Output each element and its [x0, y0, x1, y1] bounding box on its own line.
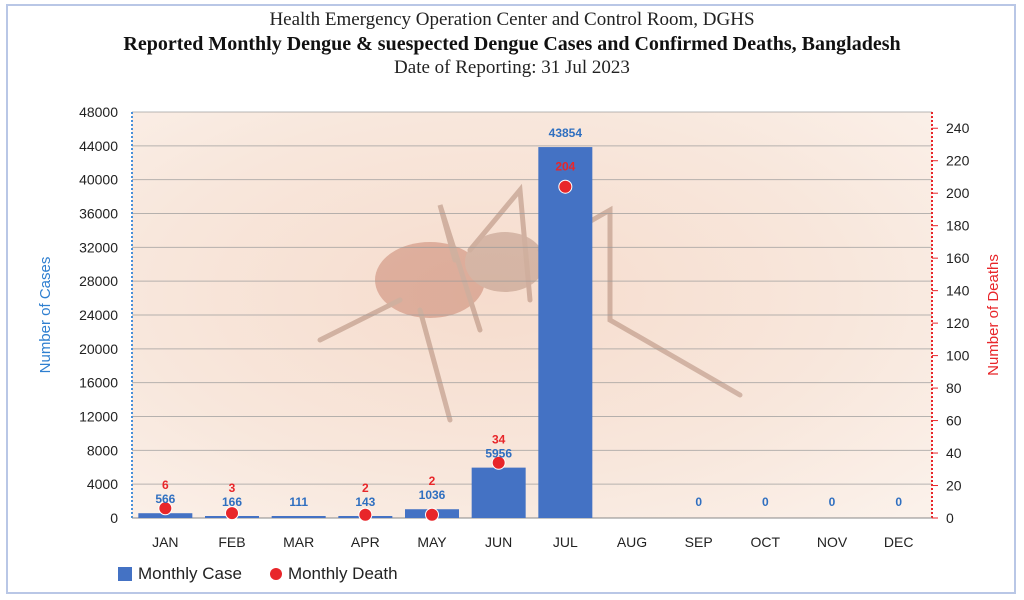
x-tick-label: MAR — [283, 534, 314, 550]
bar-data-label: 0 — [829, 495, 836, 509]
y-axis-title: Number of Cases — [37, 257, 54, 374]
bar-data-label: 0 — [695, 495, 702, 509]
y2-tick-label: 0 — [946, 510, 954, 526]
dot-data-label: 6 — [162, 478, 169, 492]
bar-data-label: 5956 — [485, 447, 512, 461]
chart-reporting-date: Date of Reporting: 31 Jul 2023 — [394, 57, 630, 78]
bar-monthly-case — [538, 147, 593, 519]
y2-tick-label: 220 — [946, 153, 970, 169]
y2-tick-label: 40 — [946, 445, 962, 461]
bar-data-label: 43854 — [549, 126, 583, 140]
y2-tick-label: 120 — [946, 315, 970, 331]
chart-org-title: Health Emergency Operation Center and Co… — [269, 9, 755, 30]
y2-axis-title: Number of Deaths — [985, 254, 1002, 376]
dot-data-label: 2 — [429, 474, 436, 488]
dot-data-label: 2 — [362, 481, 369, 495]
chart-legend: Monthly Case Monthly Death — [118, 564, 398, 584]
dot-monthly-death — [558, 179, 573, 194]
y2-tick-label: 160 — [946, 250, 970, 266]
dot-monthly-death — [491, 455, 506, 470]
y-tick-label: 32000 — [79, 239, 118, 255]
bar-data-label: 566 — [155, 492, 175, 506]
y2-tick-label: 140 — [946, 283, 970, 299]
y-tick-label: 20000 — [79, 341, 118, 357]
legend-label-monthly-death: Monthly Death — [287, 564, 398, 583]
x-tick-label: JUL — [553, 534, 578, 550]
x-tick-label: AUG — [617, 534, 647, 550]
dot-data-label: 3 — [229, 481, 236, 495]
x-tick-label: FEB — [218, 534, 245, 550]
x-tick-label: MAY — [417, 534, 447, 550]
x-tick-label: OCT — [751, 534, 781, 550]
y2-tick-label: 20 — [946, 478, 962, 494]
x-tick-label: APR — [351, 534, 380, 550]
y2-tick-label: 200 — [946, 185, 970, 201]
y-tick-label: 16000 — [79, 375, 118, 391]
dot-data-label: 204 — [555, 160, 575, 174]
legend-swatch-monthly-case — [118, 567, 132, 581]
y2-tick-label: 60 — [946, 413, 962, 429]
dot-data-label: 34 — [492, 433, 506, 447]
x-tick-label: SEP — [685, 534, 713, 550]
x-tick-label: JAN — [152, 534, 178, 550]
bar-data-label: 166 — [222, 495, 242, 509]
x-tick-label: JUN — [485, 534, 512, 550]
y-tick-label: 44000 — [79, 138, 118, 154]
y2-tick-label: 100 — [946, 348, 970, 364]
bar-data-label: 1036 — [419, 488, 446, 502]
y-tick-label: 8000 — [87, 442, 118, 458]
x-tick-label: DEC — [884, 534, 914, 550]
y2-tick-label: 80 — [946, 380, 962, 396]
x-tick-label: NOV — [817, 534, 848, 550]
legend-swatch-monthly-death — [269, 568, 282, 580]
dot-monthly-death — [425, 507, 439, 522]
legend-label-monthly-case: Monthly Case — [138, 564, 242, 583]
y-tick-label: 48000 — [79, 104, 118, 120]
bar-monthly-case — [471, 467, 526, 518]
chart-title-block: Health Emergency Operation Center and Co… — [0, 8, 1024, 80]
bar-data-label: 0 — [895, 495, 902, 509]
y-tick-label: 0 — [110, 510, 118, 526]
y-tick-label: 24000 — [79, 307, 118, 323]
bar-monthly-case — [138, 513, 193, 518]
y-tick-label: 36000 — [79, 206, 118, 222]
dot-monthly-death — [225, 506, 239, 521]
y-tick-label: 4000 — [87, 476, 118, 492]
bar-data-label: 0 — [762, 495, 769, 509]
y-tick-label: 28000 — [79, 273, 118, 289]
y-tick-label: 40000 — [79, 172, 118, 188]
dot-monthly-death — [158, 501, 173, 516]
chart-title: Reported Monthly Dengue & suespected Den… — [123, 33, 901, 55]
y2-tick-label: 240 — [946, 120, 970, 136]
y2-tick-label: 180 — [946, 218, 970, 234]
bar-monthly-case — [271, 516, 326, 518]
dot-monthly-death — [358, 507, 373, 522]
bar-data-label: 111 — [289, 495, 308, 509]
bar-data-label: 143 — [355, 495, 375, 509]
y-tick-label: 12000 — [79, 409, 118, 425]
